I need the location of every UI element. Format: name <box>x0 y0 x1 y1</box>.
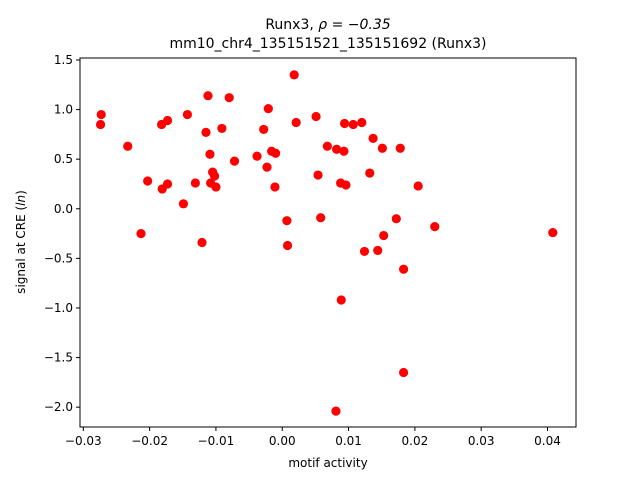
data-point-49 <box>373 245 383 256</box>
chart-title: Runx3, ρ = −0.35 <box>265 17 390 33</box>
data-point-42 <box>339 118 350 129</box>
data-point-9 <box>178 199 189 209</box>
y-tick-label-1: −1.5 <box>44 351 73 365</box>
x-tick-label-5: 0.02 <box>402 434 429 448</box>
data-point-45 <box>357 117 367 128</box>
data-point-57 <box>430 222 440 232</box>
data-point-58 <box>331 406 341 416</box>
data-point-52 <box>391 214 401 224</box>
data-point-44 <box>348 119 358 130</box>
data-point-10 <box>182 109 193 120</box>
data-point-37 <box>322 141 332 151</box>
data-point-38 <box>332 144 342 154</box>
data-point-40 <box>336 295 346 305</box>
y-tick-label-0: −2.0 <box>44 400 73 414</box>
data-point-14 <box>203 91 213 101</box>
data-point-51 <box>379 230 389 241</box>
data-point-12 <box>197 237 207 248</box>
data-point-21 <box>224 93 234 103</box>
x-tick-label-7: 0.04 <box>534 434 561 448</box>
data-point-13 <box>201 127 211 137</box>
y-tick-label-3: −0.5 <box>44 251 73 265</box>
x-tick-label-4: 0.01 <box>335 434 362 448</box>
data-point-47 <box>365 168 375 178</box>
data-point-33 <box>291 117 301 128</box>
y-axis-label-start: signal at CRE ( <box>14 206 28 294</box>
data-point-28 <box>271 148 281 158</box>
data-point-11 <box>190 178 200 188</box>
data-point-50 <box>377 143 387 153</box>
x-axis-label: motif activity <box>288 456 367 470</box>
data-point-18 <box>210 171 220 181</box>
data-point-53 <box>395 143 405 153</box>
data-point-25 <box>262 162 272 172</box>
x-axis: −0.03 −0.02 −0.01 0.00 0.01 0.02 0.03 0.04 <box>65 427 561 448</box>
data-point-43 <box>341 180 351 190</box>
data-point-54 <box>398 264 409 274</box>
y-tick-label-5: 0.5 <box>54 152 73 166</box>
y-axis: −2.0 −1.5 −1.0 −0.5 0.0 0.5 1.0 1.5 <box>44 53 80 414</box>
x-tick-label-3: 0.00 <box>269 434 296 448</box>
data-point-30 <box>282 216 292 226</box>
data-point-7 <box>162 115 173 126</box>
data-point-46 <box>359 246 370 257</box>
data-point-3 <box>136 228 146 239</box>
data-point-23 <box>252 151 262 161</box>
data-point-56 <box>413 181 423 191</box>
data-point-1 <box>95 119 106 130</box>
y-tick-label-6: 1.0 <box>54 103 73 117</box>
x-tick-label-0: −0.03 <box>65 434 102 448</box>
data-point-22 <box>229 156 240 166</box>
data-point-29 <box>270 182 280 192</box>
y-axis-label-end: ) <box>14 190 28 195</box>
y-tick-label-2: −1.0 <box>44 301 73 315</box>
y-axis-label: signal at CRE (ln) <box>14 190 28 294</box>
data-point-15 <box>205 149 215 159</box>
y-tick-label-7: 1.5 <box>54 53 73 67</box>
data-point-4 <box>143 176 153 186</box>
data-point-34 <box>311 111 321 122</box>
x-tick-label-6: 0.03 <box>468 434 495 448</box>
data-points <box>95 70 558 416</box>
data-point-35 <box>313 170 323 180</box>
data-point-59 <box>548 227 558 238</box>
data-point-48 <box>368 133 378 143</box>
data-point-20 <box>217 123 227 134</box>
data-point-8 <box>162 179 173 189</box>
data-point-26 <box>263 103 273 114</box>
data-point-32 <box>289 70 299 80</box>
data-point-36 <box>316 213 326 223</box>
data-point-24 <box>259 124 269 135</box>
data-point-19 <box>211 182 221 192</box>
plot-frame <box>79 57 577 428</box>
x-tick-label-2: −0.01 <box>198 434 235 448</box>
y-tick-label-4: 0.0 <box>54 202 73 216</box>
data-point-41 <box>339 146 349 156</box>
y-axis-label-italic: ln <box>14 195 28 206</box>
data-point-2 <box>123 141 133 151</box>
chart-subtitle: mm10_chr4_135151521_135151692 (Runx3) <box>169 36 486 52</box>
chart-title-gene: Runx3, <box>265 17 318 33</box>
data-point-0 <box>96 109 106 120</box>
data-point-31 <box>282 240 293 251</box>
x-tick-label-1: −0.02 <box>131 434 168 448</box>
chart-title-rho: ρ = −0.35 <box>318 17 391 33</box>
data-point-55 <box>398 367 409 378</box>
